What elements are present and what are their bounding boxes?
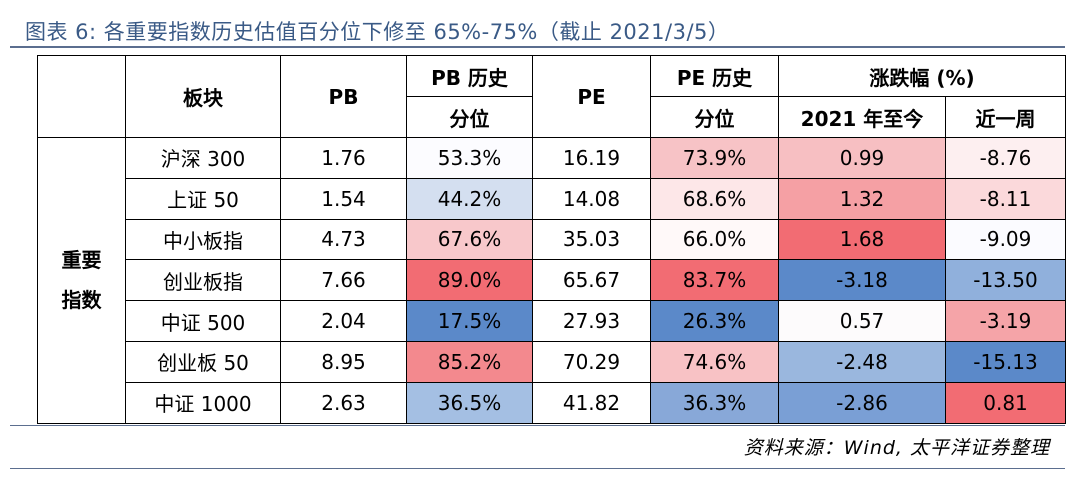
- cell-pe: 65.67: [532, 259, 651, 302]
- cell-pe-pct: 83.7%: [650, 259, 779, 302]
- cell-pb-pct: 89.0%: [406, 259, 533, 302]
- cell-pb-pct: 85.2%: [406, 340, 533, 383]
- cell-pe: 27.93: [532, 300, 651, 342]
- group-label-line2: 指数: [61, 288, 102, 313]
- cell-pb: 8.95: [280, 340, 407, 383]
- bottom-rule: [10, 468, 1065, 469]
- cell-pb-pct: 36.5%: [406, 381, 533, 424]
- header-pb-pct-line2: 分位: [406, 96, 533, 138]
- cell-pb: 2.04: [280, 300, 407, 342]
- table-row: 中证 500 2.04 17.5% 27.93 26.3% 0.57 -3.19: [38, 300, 1067, 342]
- cell-week: -3.19: [944, 300, 1067, 342]
- cell-ytd: 0.99: [778, 137, 946, 179]
- cell-pe: 14.08: [532, 177, 651, 220]
- group-label-line1: 重要: [61, 248, 102, 273]
- cell-pe-pct: 73.9%: [650, 137, 779, 179]
- header-pe-pct-line1: PE 历史: [650, 55, 779, 97]
- table-row: 创业板指 7.66 89.0% 65.67 83.7% -3.18 -13.50: [38, 259, 1067, 302]
- table-row: 上证 50 1.54 44.2% 14.08 68.6% 1.32 -8.11: [38, 177, 1067, 220]
- group-label: 重要 指数: [37, 137, 126, 424]
- cell-pb: 4.73: [280, 218, 407, 261]
- cell-week: -8.11: [944, 177, 1067, 220]
- header-row-1: 板块 PB PB 历史 PE PE 历史 涨跌幅 (%): [37, 55, 1067, 138]
- header-corner: [37, 55, 126, 138]
- cell-pb: 1.54: [280, 177, 407, 220]
- cell-pe: 70.29: [532, 340, 651, 383]
- cell-pe-pct: 74.6%: [650, 340, 779, 383]
- cell-name: 中证 500: [125, 300, 281, 342]
- cell-pb-pct: 53.3%: [406, 137, 533, 179]
- cell-pe-pct: 26.3%: [650, 300, 779, 342]
- cell-name: 上证 50: [125, 177, 281, 220]
- table-row: 创业板 50 8.95 85.2% 70.29 74.6% -2.48 -15.13: [38, 340, 1067, 383]
- cell-ytd: 1.68: [778, 218, 946, 261]
- cell-name: 创业板 50: [125, 340, 281, 383]
- cell-name: 中小板指: [125, 218, 281, 261]
- cell-pe-pct: 68.6%: [650, 177, 779, 220]
- cell-ytd: -2.86: [778, 381, 946, 424]
- source-note: 资料来源：Wind, 太平洋证券整理: [743, 437, 1050, 459]
- cell-week: -15.13: [944, 340, 1067, 383]
- table-row: 中证 1000 2.63 36.5% 41.82 36.3% -2.86 0.81: [38, 381, 1067, 424]
- cell-week: -13.50: [944, 259, 1067, 302]
- cell-pb-pct: 44.2%: [406, 177, 533, 220]
- header-ytd: 2021 年至今: [778, 96, 946, 138]
- cell-pb: 1.76: [280, 137, 407, 179]
- cell-pb-pct: 17.5%: [406, 300, 533, 342]
- header-board: 板块: [125, 55, 281, 138]
- cell-pb: 7.66: [280, 259, 407, 302]
- cell-name: 沪深 300: [125, 137, 281, 179]
- header-pe: PE: [532, 55, 651, 138]
- cell-week: 0.81: [944, 381, 1067, 424]
- table-row: 重要 指数 沪深 300 1.76 53.3% 16.19 73.9% 0.99 -8.76: [37, 137, 1067, 424]
- cell-week: -8.76: [944, 137, 1067, 179]
- cell-pe: 16.19: [532, 137, 651, 179]
- cell-pe: 35.03: [532, 218, 651, 261]
- cell-pb: 2.63: [280, 381, 407, 424]
- header-row-2: 分位 分位 2021 年至今 近一周: [38, 96, 1067, 138]
- cell-name: 中证 1000: [125, 381, 281, 424]
- cell-ytd: 0.57: [778, 300, 946, 342]
- cell-ytd: -3.18: [778, 259, 946, 302]
- cell-pe-pct: 36.3%: [650, 381, 779, 424]
- source-rule: [10, 425, 1065, 426]
- header-pe-pct-line2: 分位: [650, 96, 779, 138]
- valuation-table: 板块 PB PB 历史 PE PE 历史 涨跌幅 (%) 分位 分位 2021 …: [37, 55, 1067, 424]
- cell-name: 创业板指: [125, 259, 281, 302]
- table-row: 中小板指 4.73 67.6% 35.03 66.0% 1.68 -9.09: [38, 218, 1067, 261]
- cell-ytd: 1.32: [778, 177, 946, 220]
- cell-pb-pct: 67.6%: [406, 218, 533, 261]
- cell-ytd: -2.48: [778, 340, 946, 383]
- header-week: 近一周: [944, 96, 1067, 138]
- cell-pe-pct: 66.0%: [650, 218, 779, 261]
- cell-week: -9.09: [944, 218, 1067, 261]
- cell-pe: 41.82: [532, 381, 651, 424]
- figure-title: 图表 6: 各重要指数历史估值百分位下修至 65%-75%（截止 2021/3/…: [25, 20, 730, 44]
- header-change: 涨跌幅 (%): [777, 55, 1067, 97]
- figure-title-bar: 图表 6: 各重要指数历史估值百分位下修至 65%-75%（截止 2021/3/…: [10, 8, 1065, 48]
- header-pb-pct-line1: PB 历史: [406, 55, 533, 97]
- header-pb: PB: [280, 55, 407, 138]
